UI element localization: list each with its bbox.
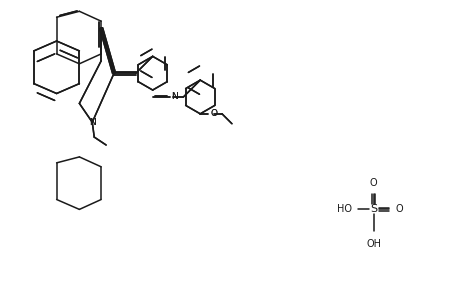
Text: N: N (171, 93, 178, 101)
Text: S: S (370, 204, 377, 214)
Text: O: O (396, 204, 403, 214)
Text: N: N (89, 118, 96, 127)
Text: O: O (210, 109, 217, 118)
Text: HO: HO (337, 204, 352, 214)
Text: O: O (210, 109, 217, 118)
Text: N: N (89, 118, 96, 127)
Text: OH: OH (366, 239, 381, 249)
Text: N: N (171, 93, 178, 101)
Text: O: O (370, 178, 378, 188)
